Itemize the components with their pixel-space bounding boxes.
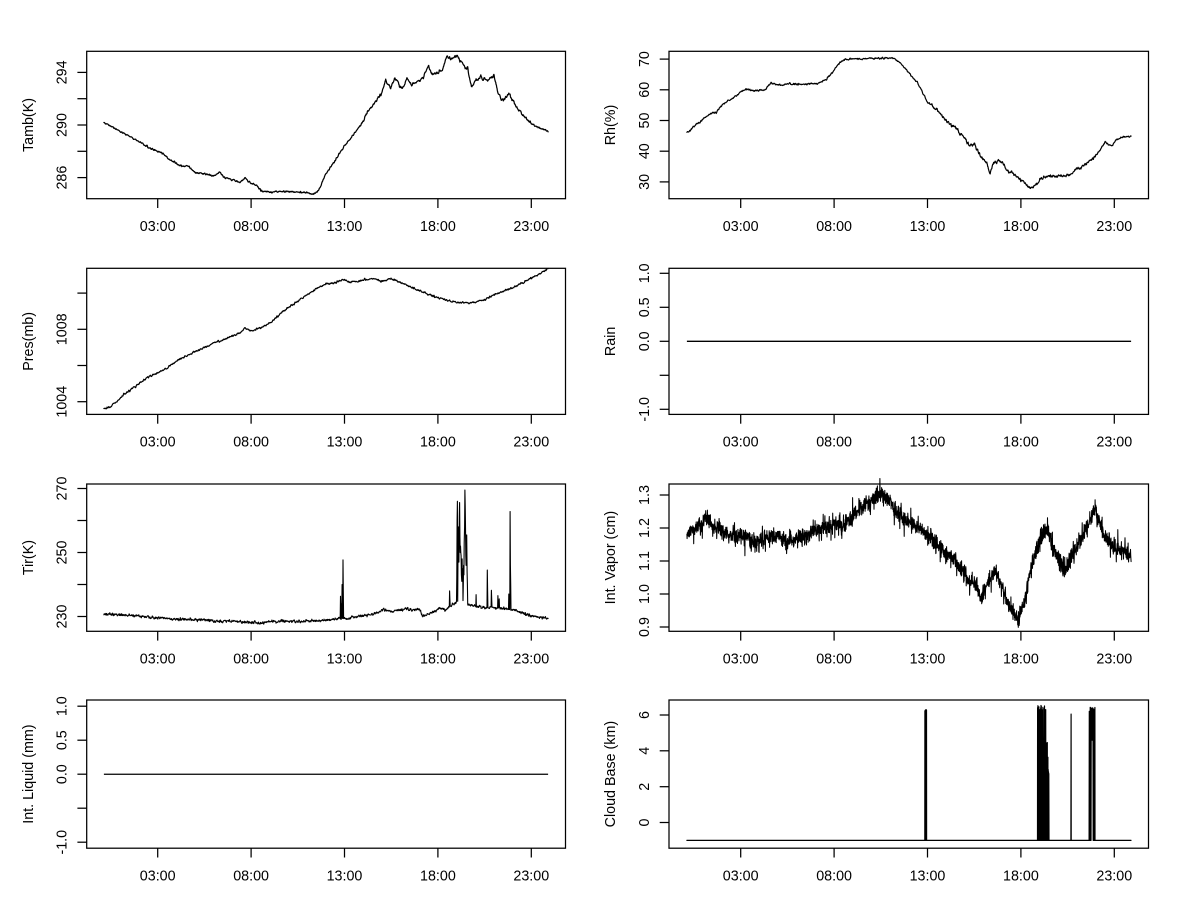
svg-text:1.0: 1.0 xyxy=(637,584,653,604)
svg-text:18:00: 18:00 xyxy=(420,435,456,451)
svg-text:18:00: 18:00 xyxy=(1003,652,1039,668)
svg-text:1.2: 1.2 xyxy=(637,518,653,538)
svg-text:0.5: 0.5 xyxy=(637,297,653,317)
svg-text:23:00: 23:00 xyxy=(513,652,549,668)
svg-text:23:00: 23:00 xyxy=(513,868,549,884)
svg-text:Int. Vapor (cm): Int. Vapor (cm) xyxy=(603,511,619,604)
svg-text:08:00: 08:00 xyxy=(233,868,269,884)
svg-text:Rain: Rain xyxy=(603,327,619,356)
svg-text:18:00: 18:00 xyxy=(1003,219,1039,235)
svg-text:08:00: 08:00 xyxy=(816,868,852,884)
svg-text:250: 250 xyxy=(55,541,71,565)
svg-text:270: 270 xyxy=(55,477,71,501)
svg-text:03:00: 03:00 xyxy=(140,652,176,668)
svg-text:-1.0: -1.0 xyxy=(55,830,71,855)
svg-text:Pres(mb): Pres(mb) xyxy=(21,312,37,371)
svg-text:294: 294 xyxy=(55,60,71,84)
svg-text:13:00: 13:00 xyxy=(327,868,363,884)
svg-text:1004: 1004 xyxy=(55,386,71,418)
svg-text:286: 286 xyxy=(55,166,71,190)
svg-text:0.9: 0.9 xyxy=(637,617,653,637)
svg-text:08:00: 08:00 xyxy=(816,435,852,451)
svg-text:Tamb(K): Tamb(K) xyxy=(21,98,37,152)
svg-text:13:00: 13:00 xyxy=(910,868,946,884)
svg-text:2: 2 xyxy=(637,783,653,791)
svg-text:1.0: 1.0 xyxy=(55,696,71,716)
svg-text:13:00: 13:00 xyxy=(327,435,363,451)
svg-text:03:00: 03:00 xyxy=(723,868,759,884)
svg-text:1.3: 1.3 xyxy=(637,485,653,505)
svg-text:1008: 1008 xyxy=(55,313,71,345)
svg-text:18:00: 18:00 xyxy=(420,219,456,235)
svg-text:03:00: 03:00 xyxy=(140,219,176,235)
svg-text:13:00: 13:00 xyxy=(327,219,363,235)
svg-text:03:00: 03:00 xyxy=(723,219,759,235)
svg-text:23:00: 23:00 xyxy=(513,435,549,451)
svg-text:230: 230 xyxy=(55,605,71,629)
svg-text:03:00: 03:00 xyxy=(140,435,176,451)
svg-text:13:00: 13:00 xyxy=(910,435,946,451)
svg-text:03:00: 03:00 xyxy=(723,652,759,668)
svg-text:50: 50 xyxy=(637,113,653,129)
svg-text:0.0: 0.0 xyxy=(55,764,71,784)
svg-text:23:00: 23:00 xyxy=(1096,219,1132,235)
svg-text:13:00: 13:00 xyxy=(910,652,946,668)
svg-text:Tir(K): Tir(K) xyxy=(21,540,37,575)
svg-text:60: 60 xyxy=(637,82,653,98)
svg-text:13:00: 13:00 xyxy=(910,219,946,235)
svg-text:Cloud Base (km): Cloud Base (km) xyxy=(603,721,619,827)
svg-text:290: 290 xyxy=(55,113,71,137)
svg-text:08:00: 08:00 xyxy=(233,652,269,668)
svg-text:70: 70 xyxy=(637,51,653,67)
svg-text:0.5: 0.5 xyxy=(55,730,71,750)
svg-text:23:00: 23:00 xyxy=(1096,868,1132,884)
svg-text:23:00: 23:00 xyxy=(1096,435,1132,451)
svg-text:18:00: 18:00 xyxy=(420,652,456,668)
svg-text:08:00: 08:00 xyxy=(816,652,852,668)
svg-text:0.0: 0.0 xyxy=(637,331,653,351)
svg-text:0: 0 xyxy=(637,818,653,826)
svg-text:4: 4 xyxy=(637,747,653,755)
svg-text:23:00: 23:00 xyxy=(1096,652,1132,668)
svg-text:1.1: 1.1 xyxy=(637,551,653,571)
svg-text:03:00: 03:00 xyxy=(723,435,759,451)
svg-text:6: 6 xyxy=(637,711,653,719)
svg-text:18:00: 18:00 xyxy=(1003,435,1039,451)
svg-text:30: 30 xyxy=(637,174,653,190)
svg-text:18:00: 18:00 xyxy=(1003,868,1039,884)
svg-text:-1.0: -1.0 xyxy=(637,397,653,422)
svg-text:13:00: 13:00 xyxy=(327,652,363,668)
svg-text:40: 40 xyxy=(637,143,653,159)
svg-text:Int. Liquid (mm): Int. Liquid (mm) xyxy=(21,724,37,823)
svg-text:03:00: 03:00 xyxy=(140,868,176,884)
svg-text:18:00: 18:00 xyxy=(420,868,456,884)
svg-text:08:00: 08:00 xyxy=(816,219,852,235)
svg-text:08:00: 08:00 xyxy=(233,219,269,235)
svg-text:1.0: 1.0 xyxy=(637,263,653,283)
svg-text:08:00: 08:00 xyxy=(233,435,269,451)
svg-text:23:00: 23:00 xyxy=(513,219,549,235)
svg-text:Rh(%): Rh(%) xyxy=(603,105,619,146)
